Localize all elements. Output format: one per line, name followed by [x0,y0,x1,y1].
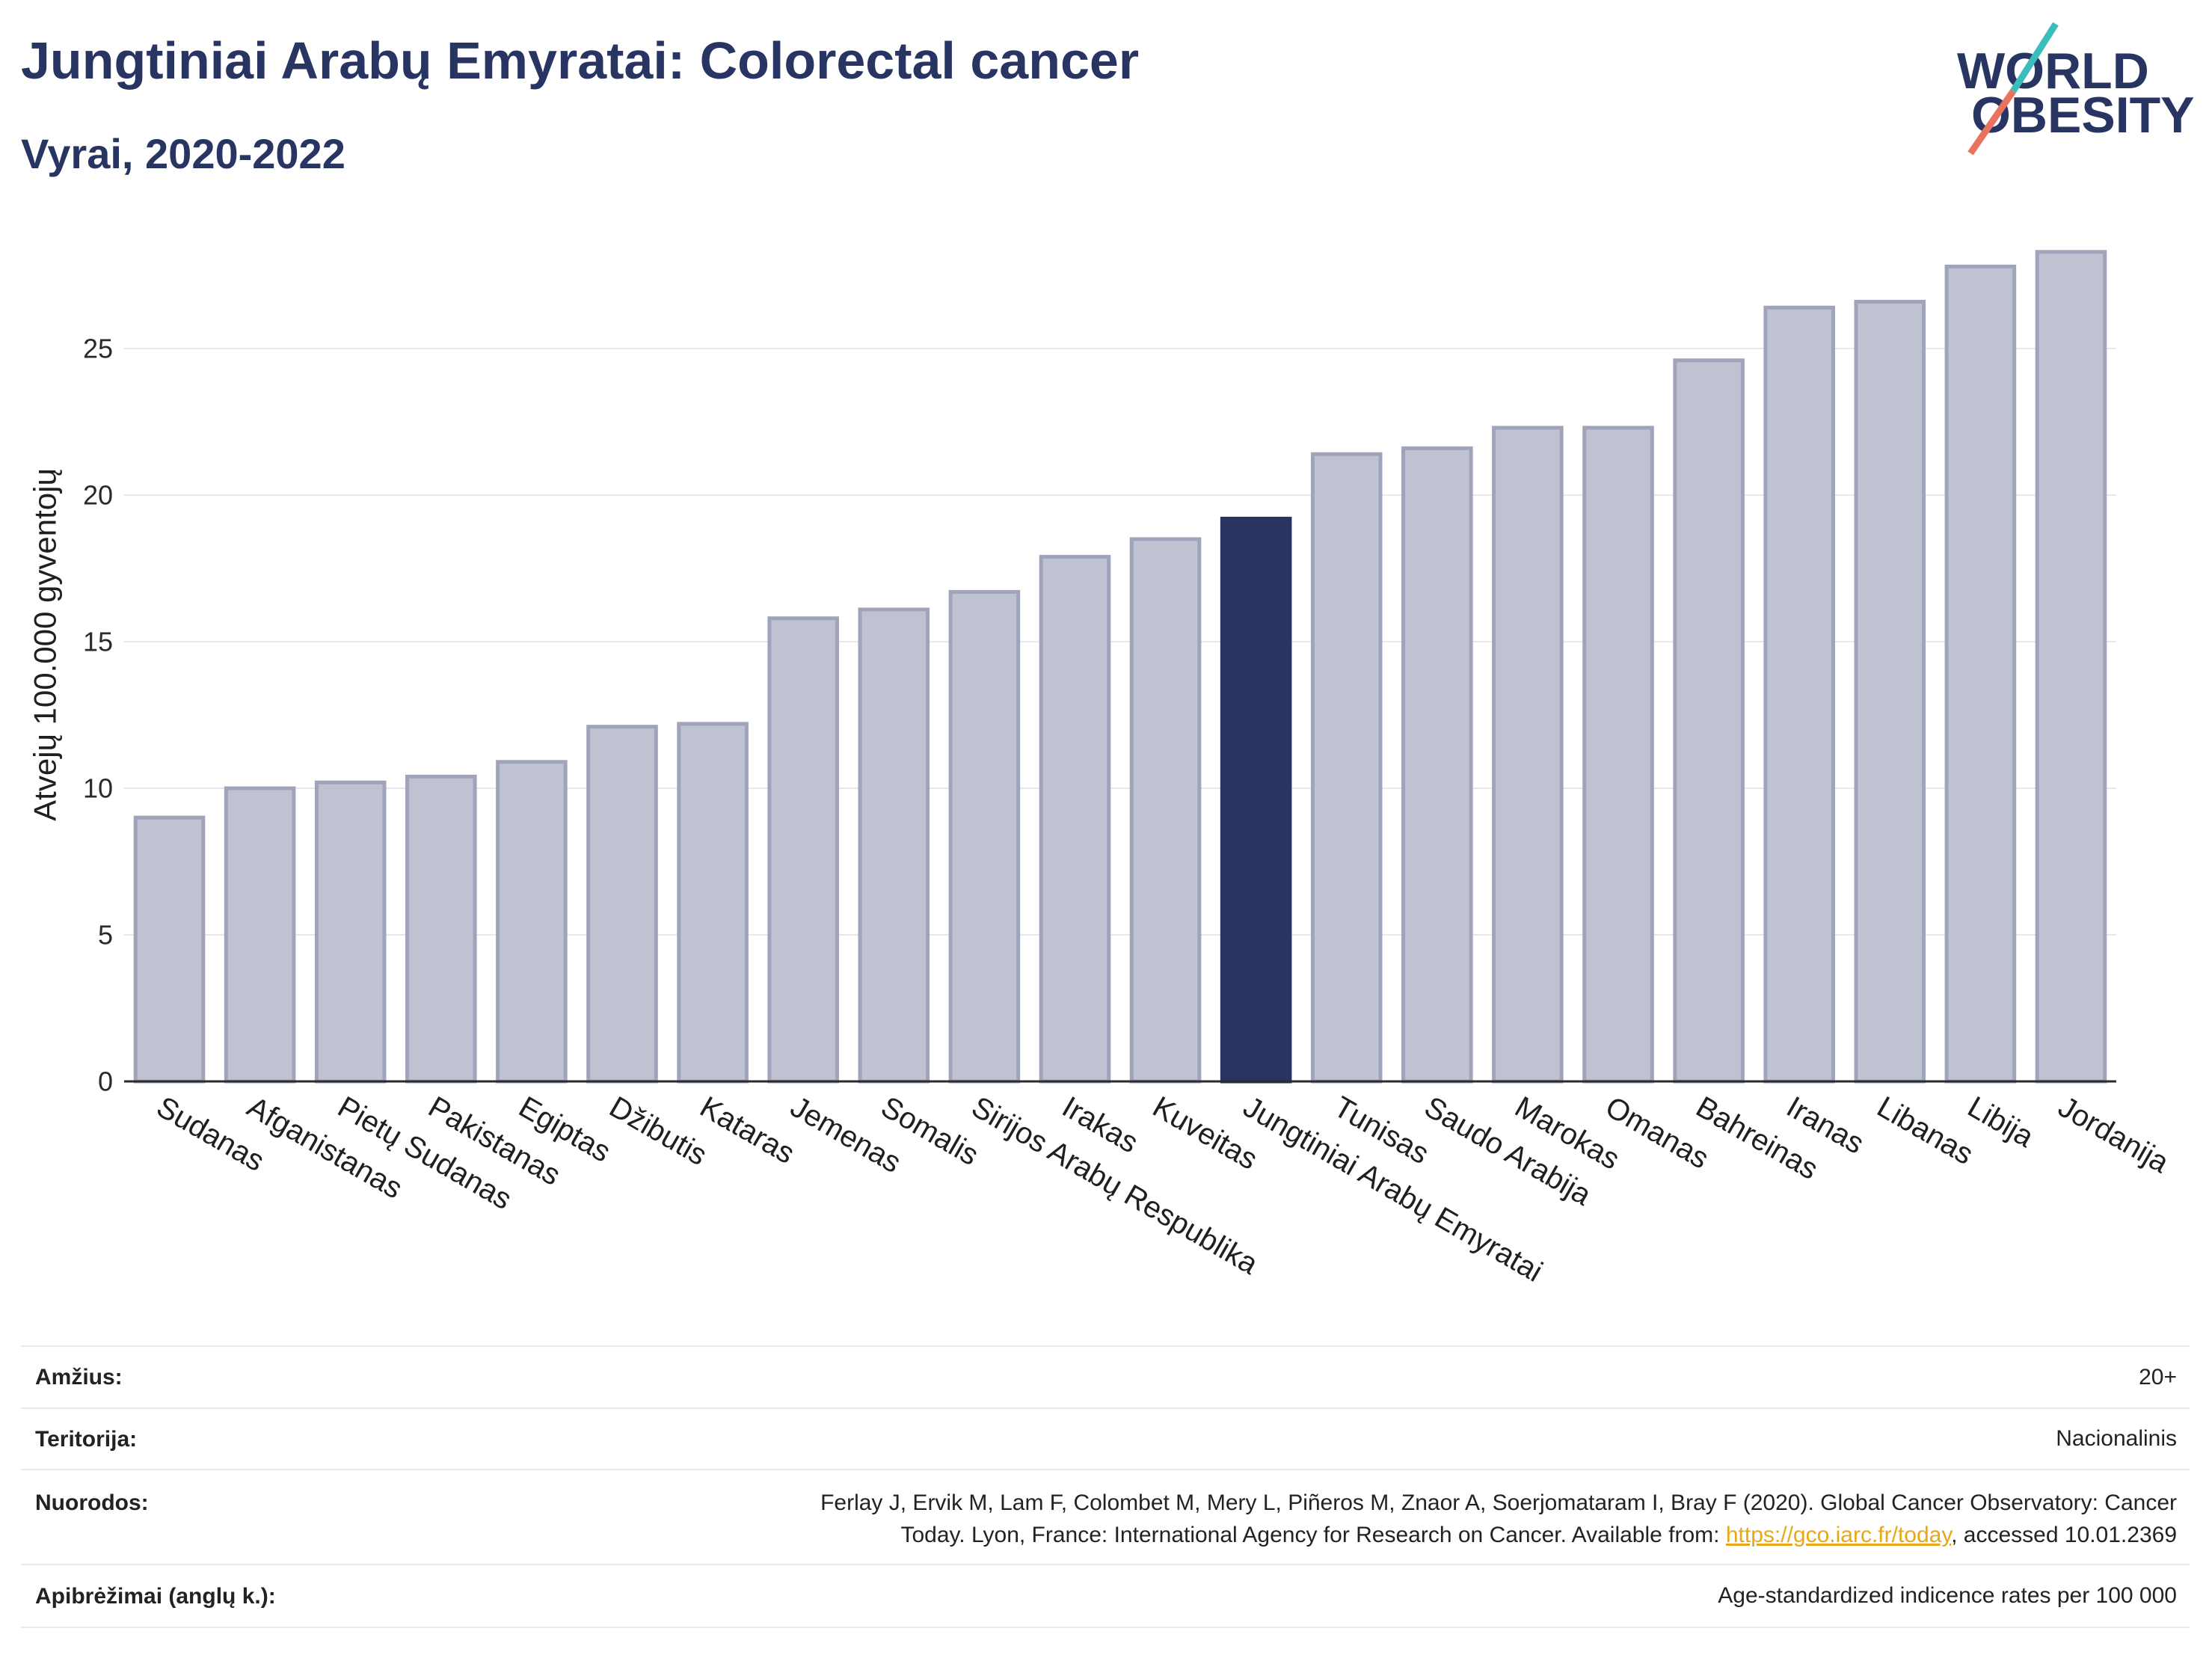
bar [1129,537,1202,1084]
x-tick-label: Kuveitas [1147,1090,1263,1176]
info-value: 20+ [2139,1364,2177,1390]
chart-title: Jungtiniai Arabų Emyratai: Colorectal ca… [21,31,1140,90]
info-row-age: Amžius: 20+ [21,1347,2190,1409]
logo-slash-bottom [1967,89,2016,156]
bar [1582,426,1654,1084]
info-label: Amžius: [35,1365,123,1390]
info-row-definitions: Apibrėžimai (anglų k.): Age-standardized… [21,1565,2190,1628]
reference-line-1: Ferlay J, Ervik M, Lam F, Colombet M, Me… [820,1490,2177,1515]
reference-text-after-link: , accessed 10.01.2369 [1951,1523,2177,1547]
bar [858,607,930,1084]
y-tick-label: 0 [98,1066,113,1097]
y-tick-label: 10 [83,773,113,804]
info-label: Apibrėžimai (anglų k.): [35,1583,276,1609]
y-tick-label: 25 [83,334,113,364]
info-row-references: Nuorodos: Ferlay J, Ervik M, Lam F, Colo… [21,1470,2190,1565]
bar [767,616,839,1084]
bar [1401,446,1473,1084]
bar [1039,554,1111,1084]
info-label: Nuorodos: [35,1490,149,1515]
bar [677,722,749,1084]
info-table: Amžius: 20+ Teritorija: Nacionalinis Nuo… [21,1345,2190,1628]
bar [1673,358,1745,1084]
bar [314,780,387,1084]
reference-link[interactable]: https://gco.iarc.fr/today [1725,1523,1952,1547]
bar [1763,305,1835,1084]
reference-text: Ferlay J, Ervik M, Lam F, Colombet M, Me… [820,1487,2177,1551]
y-axis-title: Atvejų 100.000 gyventojų [28,468,63,821]
bar [1944,264,2017,1084]
info-value: Age-standardized indicence rates per 100… [1718,1583,2177,1608]
bar [948,589,1021,1084]
logo-word-obesity: OBESITY [1971,87,2195,144]
bar [496,760,568,1084]
logo-slash-top [2010,22,2059,93]
bar [2035,250,2107,1084]
x-tick-label: Omanas [1600,1090,1715,1176]
bar [586,725,658,1084]
bar [1854,299,1926,1084]
bar [224,786,296,1084]
info-value: Nacionalinis [2056,1426,2177,1451]
x-tick-label: Libanas [1872,1090,1979,1171]
x-tick-label: Džibutis [604,1090,713,1172]
bar [405,774,477,1084]
info-label: Teritorija: [35,1426,138,1452]
x-tick-label: Kataras [695,1090,800,1170]
logo-word-world: WORLD [1957,43,2149,99]
y-tick-label: 5 [98,920,113,951]
bar [1492,426,1564,1084]
bar [133,815,206,1084]
x-tick-label: Jordanija [2053,1090,2175,1180]
reference-line-2: Today. Lyon, France: International Agenc… [820,1519,2177,1551]
info-row-territory: Teritorija: Nacionalinis [21,1409,2190,1470]
reference-text-before-link: Today. Lyon, France: International Agenc… [900,1523,1726,1547]
chart-subtitle: Vyrai, 2020-2022 [21,130,345,177]
highlighted-bar [1220,516,1292,1084]
y-tick-label: 20 [83,480,113,511]
bar [1310,452,1383,1084]
world-obesity-logo: WORLD OBESITY [1957,22,2195,156]
y-tick-label: 15 [83,627,113,657]
